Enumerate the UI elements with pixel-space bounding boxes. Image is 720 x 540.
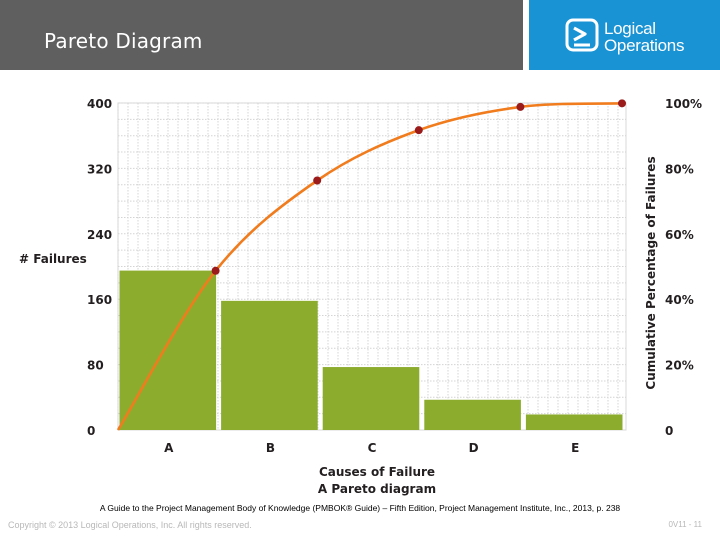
bar-E (525, 414, 623, 430)
slide-number: 0V11 - 11 (668, 520, 702, 529)
cumulative-line (116, 102, 623, 431)
cumulative-point-D (516, 102, 525, 111)
bar-A (119, 270, 217, 430)
x-axis-label: Causes of Failure (319, 465, 435, 479)
chart-caption: A Pareto diagram (318, 482, 436, 496)
cumulative-point-E (618, 99, 626, 108)
y-axis-label: # Failures (19, 252, 87, 266)
y-tick-label: 0 (87, 424, 95, 438)
y2-tick-label: 20% (665, 359, 694, 373)
y2-tick-label: 60% (665, 228, 694, 242)
bar-C (322, 367, 420, 430)
y2-tick-label: 0 (665, 424, 673, 438)
y-tick-label: 320 (87, 162, 112, 176)
logo-box (529, 0, 720, 70)
y-tick-label: 400 (87, 97, 112, 111)
x-tick-label: A (164, 441, 174, 455)
logo-line-1: Logical (604, 19, 656, 38)
slide-title: Pareto Diagram (44, 29, 203, 53)
x-tick-label: C (368, 441, 377, 455)
x-tick-label: E (571, 441, 579, 455)
y-tick-label: 160 (87, 293, 112, 307)
cumulative-point-C (414, 126, 423, 135)
y2-axis-label: Cumulative Percentage of Failures (644, 156, 658, 389)
cumulative-point-A (211, 266, 220, 275)
bar-D (424, 399, 521, 430)
y-tick-label: 240 (87, 228, 112, 242)
x-tick-label: B (266, 441, 275, 455)
logo-mark-icon (565, 18, 599, 52)
logo-wordmark: Logical Operations (604, 20, 684, 54)
pareto-chart: 0 80 160 240 320 400 0 20% 40% 60% 80% 100% A B C D E Cum… (87, 97, 702, 496)
cumulative-point-B (313, 176, 322, 185)
y2-tick-label: 40% (665, 293, 694, 307)
bar-B (221, 300, 318, 430)
x-tick-label: D (469, 441, 479, 455)
y2-tick-label: 80% (665, 162, 694, 176)
source-note: A Guide to the Project Management Body o… (99, 503, 621, 513)
copyright: Copyright © 2013 Logical Operations, Inc… (8, 520, 252, 530)
y-tick-label: 80 (87, 359, 104, 373)
logo-line-2: Operations (604, 36, 685, 55)
title-bar: Pareto Diagram (0, 0, 523, 70)
y2-tick-label: 100% (665, 97, 702, 111)
